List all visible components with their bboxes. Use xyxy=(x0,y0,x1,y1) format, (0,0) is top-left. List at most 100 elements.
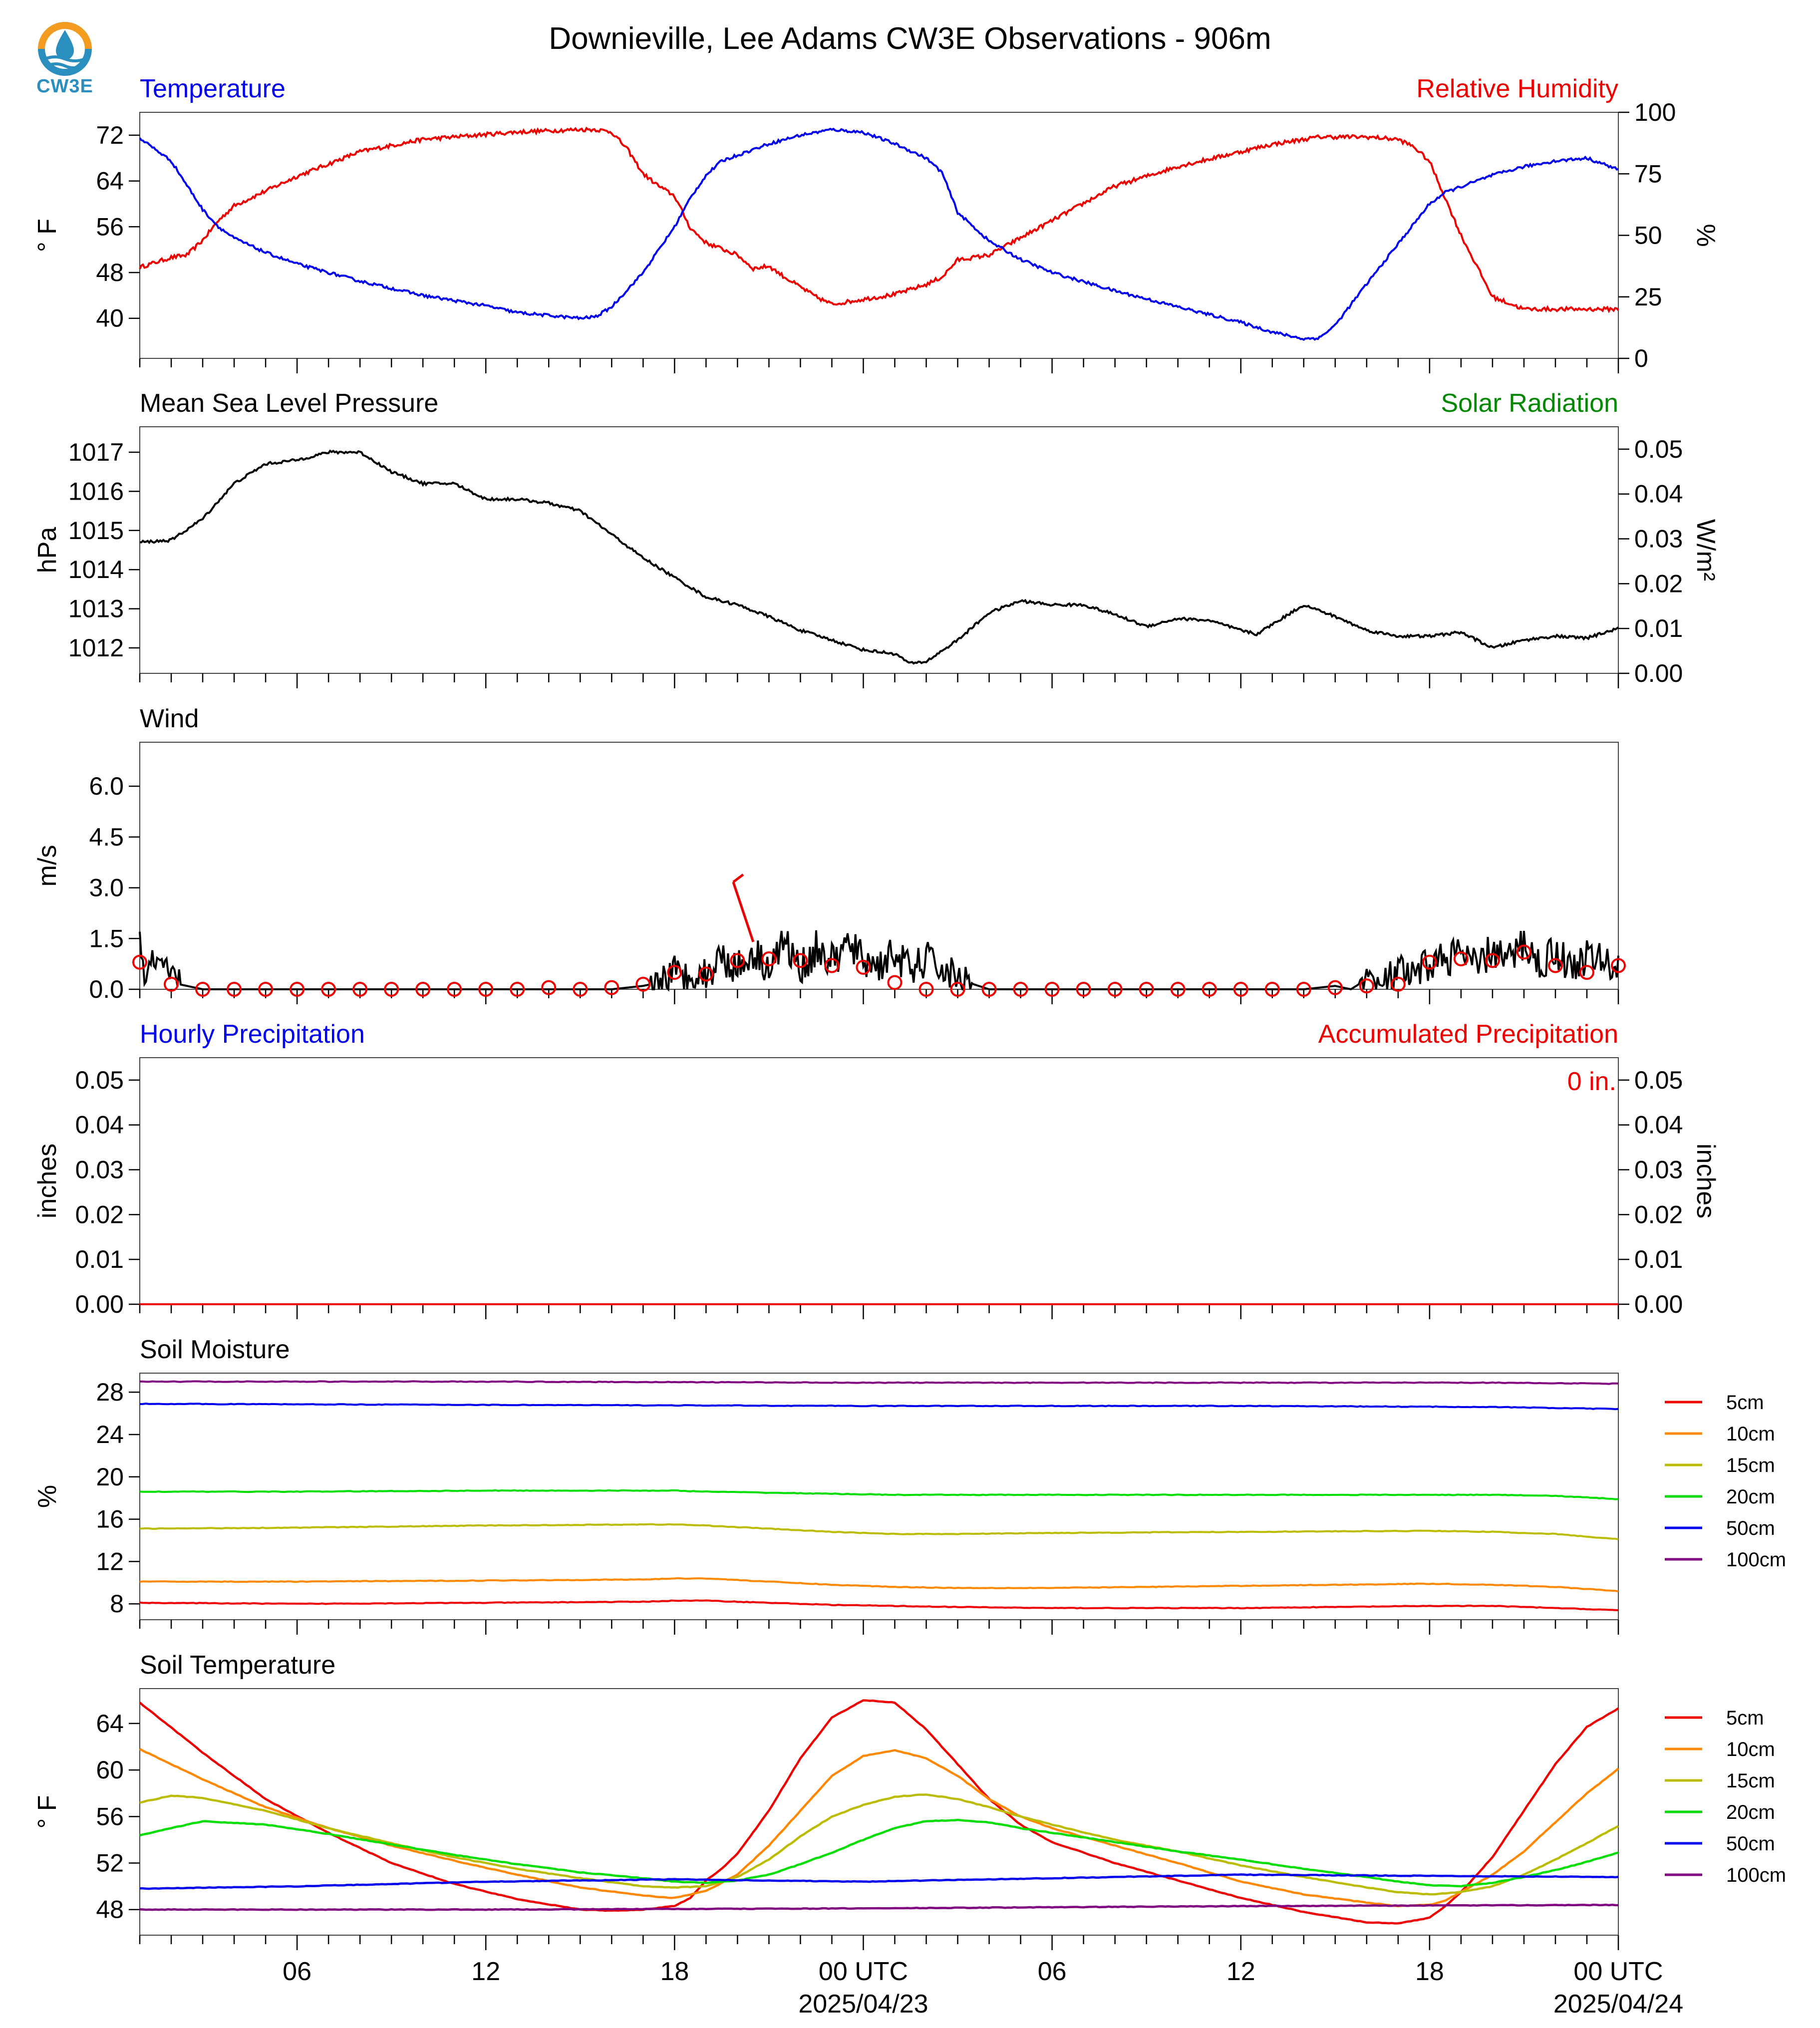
wind-hourly-circle xyxy=(918,982,934,997)
wind-hourly-circle xyxy=(415,982,431,997)
soil-moisture-line-100cm xyxy=(139,1380,1619,1385)
wind-hourly-circle xyxy=(478,982,494,997)
wind-hourly-circle xyxy=(1076,982,1091,997)
hourly-precip-tick-label: 0.01 xyxy=(75,1245,124,1273)
wind-hourly-circle xyxy=(1611,958,1626,973)
soil_temperature-legend-label: 20cm xyxy=(1726,1801,1775,1823)
x-tick-label: 12 xyxy=(1226,1957,1255,1986)
temperature-left-title: Temperature xyxy=(140,74,286,103)
wind-hourly-circle xyxy=(227,982,242,997)
wind-hourly-circle xyxy=(573,982,588,997)
wind-hourly-circle xyxy=(761,951,777,966)
pressure-tick-label: 1017 xyxy=(68,438,124,466)
solar-tick-label: 0.01 xyxy=(1634,614,1683,642)
x-tick-label: 18 xyxy=(1415,1957,1444,1986)
humidity-tick-label: 75 xyxy=(1634,160,1662,188)
wind-hourly-circle xyxy=(1390,976,1406,992)
wind-hourly-circle xyxy=(447,982,462,997)
solar-tick-label: 0.04 xyxy=(1634,480,1683,508)
soil_temperature-frame xyxy=(139,1688,1619,1936)
precipitation-right-ylabel: inches xyxy=(1691,1144,1720,1218)
wind-hourly-circle xyxy=(981,982,997,997)
temperature-tick-label: 56 xyxy=(96,213,124,241)
soil-temperature-tick-label: 56 xyxy=(96,1802,124,1830)
wind-hourly-circle xyxy=(384,982,399,997)
soil_moisture-left-ylabel: % xyxy=(33,1485,62,1508)
x-date-label: 2025/04/24 xyxy=(1553,1990,1683,2019)
soil-temperature-line-5cm xyxy=(139,1699,1619,1925)
wind-hourly-circle xyxy=(1233,982,1248,997)
wind-hourly-circle xyxy=(1139,982,1154,997)
hourly-precip-tick-label: 0.02 xyxy=(75,1200,124,1228)
wind-hourly-circle xyxy=(667,965,682,980)
soil-temperature-tick-label: 48 xyxy=(96,1896,124,1924)
soil_moisture-legend-label: 50cm xyxy=(1726,1517,1775,1539)
soil_moisture-left-title: Soil Moisture xyxy=(140,1335,290,1364)
pressure-left-title: Mean Sea Level Pressure xyxy=(140,389,438,418)
pressure-tick-label: 1014 xyxy=(68,556,124,583)
accum-precip-tick-label: 0.03 xyxy=(1634,1156,1683,1184)
hourly-precip-tick-label: 0.05 xyxy=(75,1066,124,1094)
x-tick-label: 18 xyxy=(660,1957,689,1986)
soil-temperature-tick-label: 60 xyxy=(96,1756,124,1784)
wind-hourly-circle xyxy=(1516,944,1531,960)
wind-hourly-circle xyxy=(793,953,808,968)
soil_temperature-legend-label: 100cm xyxy=(1726,1864,1786,1886)
temperature-tick-label: 48 xyxy=(96,259,124,287)
wind-hourly-circle xyxy=(1547,958,1563,973)
pressure-tick-label: 1013 xyxy=(68,595,124,623)
wind-hourly-circle xyxy=(1202,982,1217,997)
wind-hourly-circle xyxy=(1296,982,1311,997)
wind-hourly-circle xyxy=(1044,982,1060,997)
soil_temperature-legend-label: 10cm xyxy=(1726,1738,1775,1760)
wind-hourly-circle xyxy=(510,982,525,997)
wind-hourly-circle xyxy=(195,982,211,997)
wind-tick-label: 3.0 xyxy=(89,874,124,902)
soil-moisture-line-5cm xyxy=(139,1599,1619,1611)
wind-barb-flag xyxy=(732,873,744,883)
wind-hourly-circle xyxy=(132,954,147,970)
wind-hourly-circle xyxy=(290,982,305,997)
wind-barb xyxy=(732,881,755,942)
wind-hourly-circle xyxy=(604,980,619,995)
accum-precip-tick-label: 0.05 xyxy=(1634,1066,1683,1094)
soil-temperature-line-50cm xyxy=(139,1873,1619,1890)
wind-frame xyxy=(139,742,1619,990)
pressure-line xyxy=(139,449,1619,665)
soil_temperature-legend-label: 15cm xyxy=(1726,1770,1775,1792)
x-tick-label: 12 xyxy=(471,1957,500,1986)
accum-precip-tick-label: 0.02 xyxy=(1634,1200,1683,1228)
soil_temperature-legend-label: 50cm xyxy=(1726,1833,1775,1855)
humidity-tick-label: 100 xyxy=(1634,98,1676,126)
soil-moisture-tick-label: 8 xyxy=(110,1590,124,1618)
wind-hourly-circle xyxy=(1327,980,1343,995)
wind-hourly-circle xyxy=(950,982,965,997)
soil_moisture-legend-label: 20cm xyxy=(1726,1486,1775,1508)
soil_moisture-legend-label: 15cm xyxy=(1726,1454,1775,1476)
wind-hourly-circle xyxy=(824,958,840,973)
soil-moisture-line-10cm xyxy=(139,1577,1619,1593)
temperature-frame xyxy=(139,112,1619,359)
x-tick-label: 00 UTC xyxy=(819,1957,908,1986)
page-title: Downieville, Lee Adams CW3E Observations… xyxy=(549,21,1271,56)
hourly-precip-tick-label: 0.03 xyxy=(75,1156,124,1184)
temperature-tick-label: 40 xyxy=(96,304,124,332)
wind-left-title: Wind xyxy=(140,704,199,733)
soil-moisture-tick-label: 24 xyxy=(96,1421,124,1449)
hourly-precip-tick-label: 0.00 xyxy=(75,1290,124,1318)
soil_temperature-legend-label: 5cm xyxy=(1726,1707,1764,1729)
humidity-tick-label: 50 xyxy=(1634,222,1662,250)
wind-hourly-circle xyxy=(856,959,871,975)
humidity-tick-label: 25 xyxy=(1634,283,1662,311)
wind-hourly-circle xyxy=(1422,954,1437,970)
soil-moisture-tick-label: 16 xyxy=(96,1505,124,1533)
soil-temperature-line-20cm xyxy=(139,1818,1619,1888)
soil-temperature-line-10cm xyxy=(139,1748,1619,1908)
accum-precip-tick-label: 0.00 xyxy=(1634,1290,1683,1318)
pressure-tick-label: 1016 xyxy=(68,477,124,505)
wind-hourly-circle xyxy=(1359,978,1374,994)
wind-hourly-circle xyxy=(321,982,336,997)
precipitation-right-title: Accumulated Precipitation xyxy=(1318,1020,1618,1049)
wind-hourly-circle xyxy=(730,953,745,968)
